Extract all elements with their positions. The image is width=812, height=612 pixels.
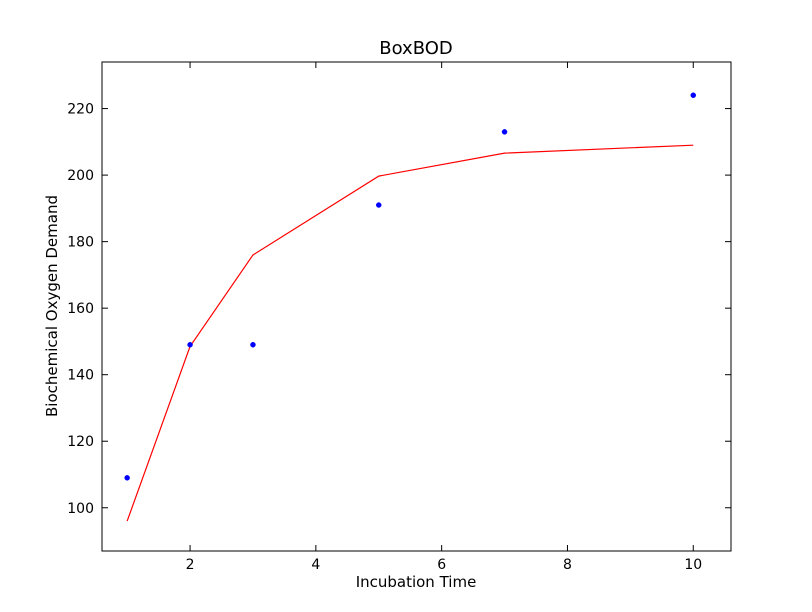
data-point — [690, 92, 697, 99]
x-tick-label: 6 — [437, 557, 446, 573]
y-tick-label: 220 — [67, 102, 94, 118]
data-point — [501, 129, 508, 135]
y-axis-ticks: 100 120 140 160 180 200 220 — [67, 102, 731, 517]
y-tick-label: 140 — [67, 368, 94, 384]
series-layer — [124, 92, 697, 522]
plot-frame — [101, 61, 732, 552]
x-tick-label: 10 — [684, 557, 702, 573]
y-axis-label: Biochemical Oxygen Demand — [43, 195, 61, 417]
fit-line — [126, 144, 694, 522]
y-tick-label: 200 — [67, 168, 94, 184]
x-axis-ticks: 2 4 6 8 10 — [186, 62, 702, 573]
y-tick-label: 160 — [67, 301, 94, 317]
y-tick-label: 100 — [67, 501, 94, 517]
x-tick-label: 4 — [311, 557, 320, 573]
y-tick-label: 180 — [67, 235, 94, 251]
data-point — [250, 342, 256, 348]
x-axis-label: Incubation Time — [356, 573, 477, 591]
y-tick-label: 120 — [67, 434, 94, 450]
chart-title: BoxBOD — [379, 38, 453, 59]
x-tick-label: 8 — [563, 557, 572, 573]
data-point — [187, 342, 193, 348]
x-tick-label: 2 — [186, 557, 195, 573]
data-point — [376, 202, 382, 208]
data-point — [124, 475, 130, 481]
